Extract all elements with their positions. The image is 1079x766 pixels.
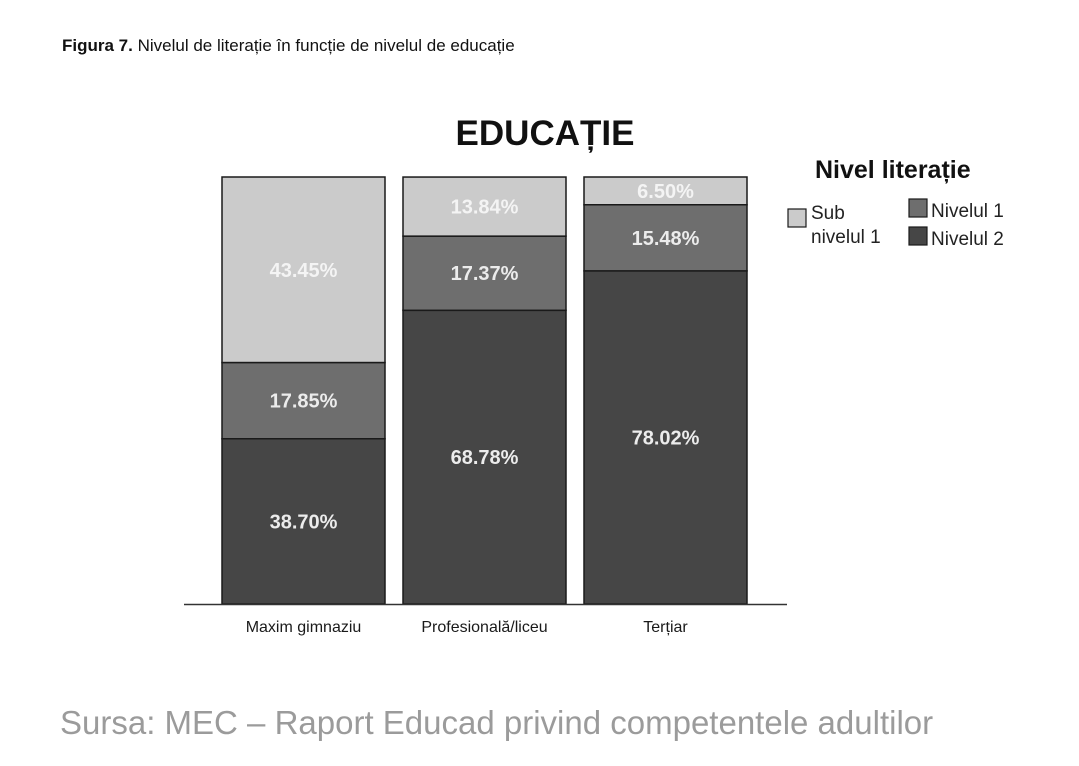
legend-label-sub-nivelul-1-line-1: Sub: [811, 203, 845, 224]
legend-label-sub-nivelul-1-line-2: nivelul 1: [811, 227, 881, 248]
data-label: 38.70%: [270, 511, 338, 533]
bar-segment-nivelul-2-2: [583, 270, 748, 605]
legend-swatch-sub-nivelul-1: [787, 208, 807, 228]
bar-segment-sub-nivelul-1-1: [402, 176, 567, 237]
x-tick-label: Maxim gimnaziu: [246, 619, 362, 636]
bar-segment-nivelul-1-0: [221, 361, 386, 440]
bar-segment-sub-nivelul-1-0: [221, 176, 386, 364]
legend-label-nivelul-2: Nivelul 2: [931, 229, 1004, 250]
data-label: 17.85%: [270, 391, 338, 413]
bar-segment-nivelul-1-2: [583, 204, 748, 272]
source-note: Sursa: MEC – Raport Educad privind compe…: [60, 704, 934, 741]
figure-caption-text: Nivelul de literație în funcție de nivel…: [137, 36, 515, 55]
legend-title: Nivel literație: [815, 156, 971, 184]
legend-swatch-nivelul-1: [908, 198, 928, 218]
data-label: 15.48%: [632, 228, 700, 250]
data-label: 68.78%: [451, 447, 519, 469]
figure-caption: Figura 7. Nivelul de literație în funcți…: [62, 36, 515, 56]
legend-swatch-nivelul-2: [908, 226, 928, 246]
data-label: 6.50%: [637, 181, 694, 203]
bar-segment-nivelul-2-1: [402, 309, 567, 605]
bar-segment-nivelul-2-0: [221, 438, 386, 605]
data-label: 13.84%: [451, 197, 519, 219]
bar-segment-sub-nivelul-1-2: [583, 176, 748, 206]
x-tick-label: Profesională/liceu: [421, 619, 547, 636]
data-label: 43.45%: [270, 260, 338, 282]
chart-title: EDUCAȚIE: [456, 114, 635, 153]
data-label: 78.02%: [632, 427, 700, 449]
x-tick-label: Terțiar: [643, 619, 688, 636]
data-label: 17.37%: [451, 263, 519, 285]
legend-label-nivelul-1: Nivelul 1: [931, 201, 1004, 222]
figure-label: Figura 7.: [62, 36, 133, 55]
